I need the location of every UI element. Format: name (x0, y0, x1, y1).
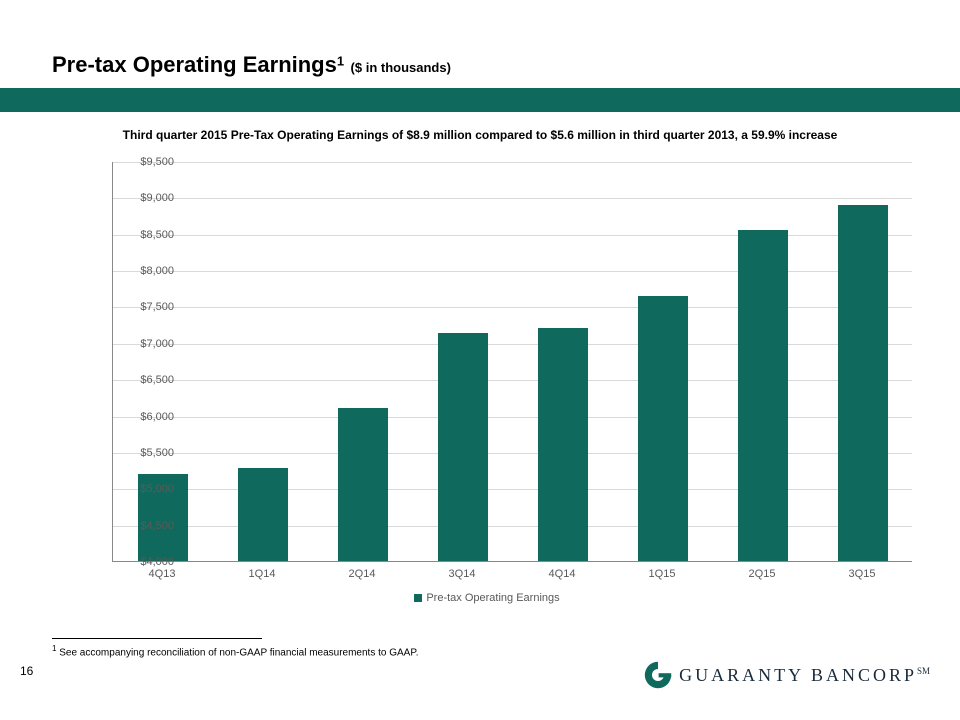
x-tick-label: 2Q14 (349, 568, 376, 580)
legend-label: Pre-tax Operating Earnings (426, 592, 559, 604)
gridline (113, 453, 912, 454)
gridline (113, 271, 912, 272)
bar (438, 333, 488, 561)
bar (638, 296, 688, 561)
bar (538, 328, 588, 561)
brand-logo: GUARANTY BANCORPSM (643, 660, 930, 690)
bar (238, 468, 288, 561)
legend-swatch (414, 594, 422, 602)
x-tick-label: 3Q15 (849, 568, 876, 580)
y-tick-label: $4,000 (119, 556, 174, 568)
bar (338, 408, 388, 561)
x-tick-label: 1Q15 (649, 568, 676, 580)
x-tick-label: 1Q14 (249, 568, 276, 580)
gridline (113, 162, 912, 163)
chart-subtitle: Third quarter 2015 Pre-Tax Operating Ear… (0, 128, 960, 142)
gridline (113, 307, 912, 308)
brand-name: GUARANTY BANCORP (679, 665, 917, 685)
x-tick-label: 4Q13 (149, 568, 176, 580)
brand-g-icon (643, 660, 673, 690)
title-main: Pre-tax Operating Earnings (52, 52, 337, 77)
y-tick-label: $5,000 (119, 483, 174, 495)
y-tick-label: $8,500 (119, 229, 174, 241)
gridline (113, 198, 912, 199)
title-superscript: 1 (337, 54, 344, 69)
y-tick-label: $8,000 (119, 265, 174, 277)
footnote-rule (52, 638, 262, 639)
page-number: 16 (20, 664, 33, 678)
title-subtext: ($ in thousands) (351, 60, 451, 75)
gridline (113, 380, 912, 381)
accent-band (0, 88, 960, 112)
gridline (113, 489, 912, 490)
chart-legend: Pre-tax Operating Earnings (52, 592, 922, 604)
gridline (113, 344, 912, 345)
earnings-bar-chart: Pre-tax Operating Earnings $4,000 $4,500 $… (52, 150, 922, 610)
x-tick-label: 4Q14 (549, 568, 576, 580)
slide-title: Pre-tax Operating Earnings1 ($ in thousa… (52, 52, 451, 78)
brand-sm-mark: SM (917, 666, 930, 676)
y-tick-label: $9,500 (119, 156, 174, 168)
footnote-text: See accompanying reconciliation of non-G… (56, 647, 418, 658)
y-tick-label: $7,500 (119, 301, 174, 313)
y-tick-label: $7,000 (119, 338, 174, 350)
y-tick-label: $5,500 (119, 447, 174, 459)
y-tick-label: $4,500 (119, 520, 174, 532)
brand-wordmark: GUARANTY BANCORPSM (679, 665, 930, 686)
gridline (113, 417, 912, 418)
bar (838, 205, 888, 561)
plot-area (112, 162, 912, 562)
footnote: 1 See accompanying reconciliation of non… (52, 644, 419, 658)
y-tick-label: $9,000 (119, 192, 174, 204)
gridline (113, 235, 912, 236)
x-tick-label: 3Q14 (449, 568, 476, 580)
gridline (113, 526, 912, 527)
y-tick-label: $6,500 (119, 374, 174, 386)
y-tick-label: $6,000 (119, 411, 174, 423)
bar (738, 230, 788, 561)
x-tick-label: 2Q15 (749, 568, 776, 580)
